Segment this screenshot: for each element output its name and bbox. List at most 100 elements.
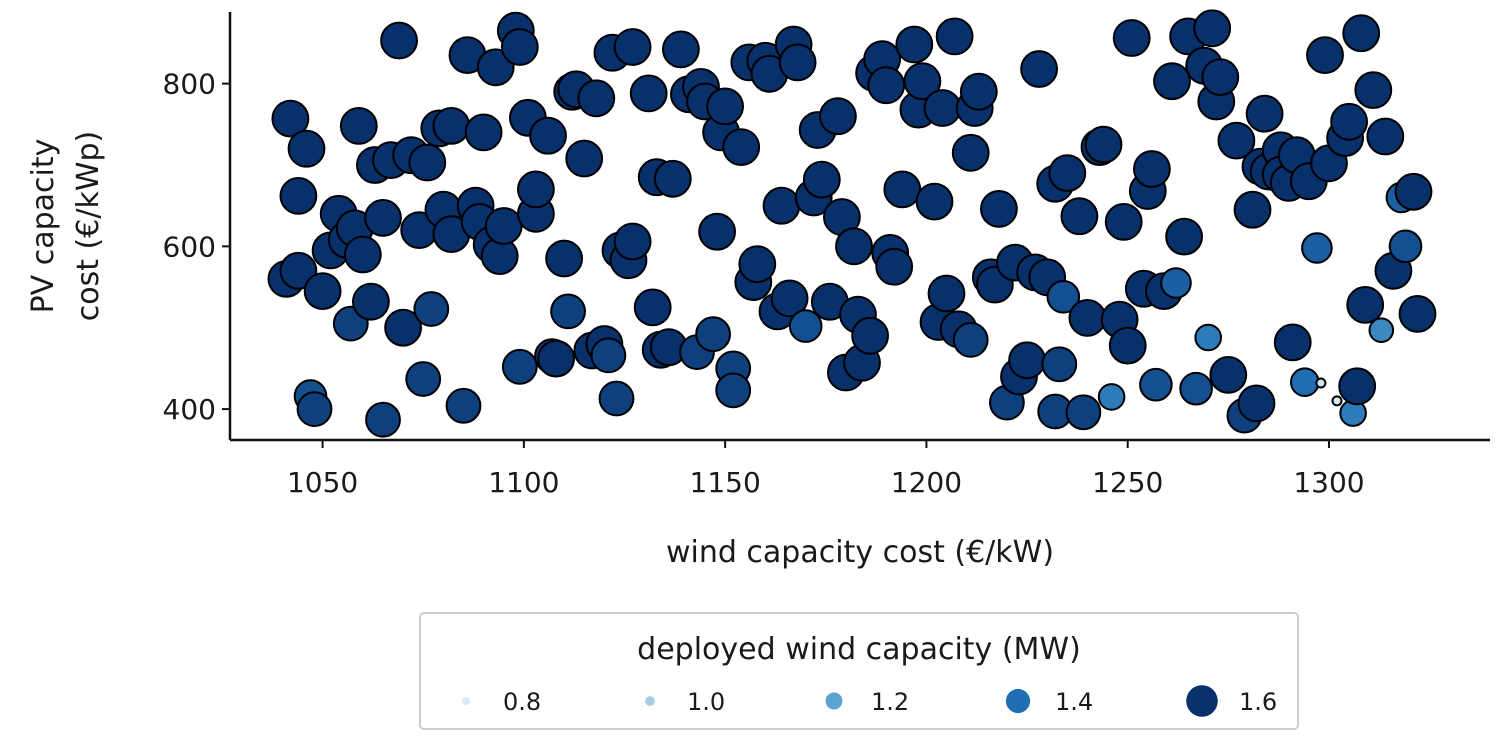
scatter-point (1084, 125, 1123, 164)
scatter-point (1301, 232, 1333, 264)
scatter-point (501, 348, 538, 385)
scatter-point (915, 182, 954, 221)
scatter-point (384, 308, 423, 347)
scatter-point (1108, 326, 1147, 365)
scatter-point (695, 316, 731, 353)
scatter-point (629, 74, 668, 113)
scatter-point (1233, 190, 1272, 229)
scatter-point (529, 116, 567, 155)
scatter-point (835, 227, 873, 266)
scatter-point (923, 89, 962, 127)
scatter-point (715, 372, 752, 409)
scatter-point (1194, 323, 1222, 352)
scatter-point (1153, 62, 1191, 101)
scatter-point (706, 87, 744, 126)
x-tick-label: 1200 (891, 466, 962, 499)
scatter-point (296, 391, 333, 428)
legend-title: deployed wind capacity (MW) (637, 632, 1081, 667)
scatter-point (1201, 58, 1240, 96)
scatter-point (1306, 36, 1344, 74)
legend-box (419, 612, 1299, 730)
scatter-point (1273, 323, 1312, 362)
scatter-point (339, 107, 378, 145)
scatter-point (590, 337, 627, 374)
y-tick-label: 600 (163, 230, 216, 263)
scatter-point (1368, 317, 1395, 344)
scatter-point (279, 251, 318, 290)
scatter-point (662, 30, 700, 69)
scatter-point (613, 222, 652, 261)
scatter-point (405, 361, 442, 397)
scatter-point (788, 309, 823, 343)
scatter-point (762, 186, 801, 225)
scatter-point (464, 113, 503, 152)
scatter-point (778, 43, 817, 82)
scatter-point (1060, 197, 1099, 236)
y-axis-ticks: 400 600 800 (163, 68, 230, 426)
scatter-point (875, 247, 914, 286)
scatter-point (633, 288, 672, 327)
scatter-point (867, 66, 906, 105)
scatter-point (653, 159, 692, 198)
scatter-point (1315, 377, 1327, 389)
scatter-point (883, 170, 922, 209)
scatter-point (287, 129, 326, 168)
scatter-point (537, 339, 575, 378)
scatter-point (1104, 203, 1143, 241)
scatter-point (432, 107, 471, 145)
scatter-point (1237, 384, 1276, 423)
scatter-point (1065, 394, 1102, 431)
points-layer (267, 9, 1437, 438)
scatter-point (484, 207, 523, 245)
scatter-point (959, 72, 998, 111)
scatter-point (770, 279, 809, 318)
scatter-point (1048, 154, 1087, 193)
scatter-point (598, 380, 635, 417)
scatter-point (980, 190, 1018, 228)
scatter-point (1133, 150, 1171, 188)
y-tick-label: 400 (163, 393, 216, 426)
scatter-point (1245, 94, 1284, 133)
x-tick-label: 1100 (488, 466, 559, 499)
scatter-point (1338, 367, 1377, 406)
scatter-point (851, 316, 889, 355)
scatter-point (364, 199, 402, 237)
scatter-point (1217, 121, 1256, 160)
scatter-point (1290, 367, 1320, 398)
scatter-point (613, 28, 652, 66)
x-tick-label: 1050 (287, 466, 358, 499)
scatter-point (1331, 395, 1343, 407)
scatter-point (413, 291, 450, 327)
x-axis-title: wind capacity cost (€/kW) (666, 535, 1054, 570)
x-tick-label: 1150 (690, 466, 761, 499)
scatter-point (1097, 383, 1126, 411)
scatter-point (343, 235, 382, 274)
legend-marker (1005, 688, 1031, 714)
scatter-point (1346, 286, 1385, 324)
scatter-point (1366, 117, 1405, 156)
legend-label: 0.8 (503, 688, 541, 716)
scatter-point (476, 48, 515, 87)
scatter-point (1354, 71, 1393, 109)
scatter-point (1330, 102, 1368, 141)
scatter-point (500, 28, 539, 66)
legend-label: 1.2 (871, 688, 909, 716)
scatter-point (1342, 14, 1381, 53)
legend-label: 1.4 (1055, 688, 1093, 716)
scatter-point (408, 143, 447, 182)
scatter-point (1394, 172, 1433, 211)
scatter-point (895, 25, 934, 64)
y-axis-title-line-1: PV capacity (26, 139, 61, 314)
scatter-point (279, 177, 318, 215)
scatter-point (1179, 371, 1213, 406)
scatter-point (352, 282, 390, 321)
scatter-point (577, 79, 616, 118)
scatter-point (935, 17, 974, 56)
legend-marker (1186, 685, 1218, 717)
legend-label: 1.6 (1239, 688, 1277, 716)
scatter-point (951, 133, 990, 172)
scatter-point (927, 274, 966, 313)
scatter-point (550, 293, 586, 330)
